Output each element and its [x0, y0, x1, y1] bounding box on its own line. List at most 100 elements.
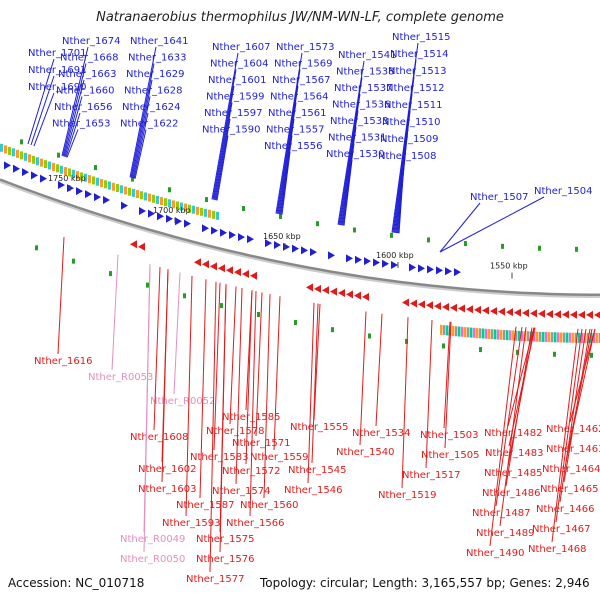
- function-category-segment: [192, 205, 195, 214]
- gene-label-reverse: Nther_1574: [212, 486, 270, 497]
- gene-leader-line: [216, 135, 229, 201]
- reverse-gene-arrow: [306, 283, 313, 292]
- gene-label-forward: Nther_1510: [382, 117, 440, 128]
- gene-leader-line: [153, 267, 161, 431]
- gene-label-forward: Nther_1597: [204, 108, 262, 119]
- gene-label-reverse: Nther_1534: [352, 428, 410, 439]
- forward-gene-arrow: [382, 259, 389, 268]
- reverse-gene-arrow: [202, 260, 209, 269]
- function-category-segment: [455, 326, 458, 337]
- gene-label-reverse: Nther_1463: [546, 444, 600, 455]
- function-category-segment: [44, 160, 47, 169]
- gene-leader-line: [277, 85, 299, 214]
- reverse-gene-arrow: [346, 290, 353, 299]
- function-category-segment: [120, 185, 123, 194]
- forward-gene-arrow: [13, 164, 20, 173]
- reverse-gene-arrow: [418, 300, 425, 309]
- function-category-segment: [160, 197, 163, 206]
- forward-gene-arrow: [202, 224, 209, 233]
- gene-label-forward: Nther_1633: [128, 53, 186, 64]
- function-category-segment: [545, 332, 548, 343]
- function-category-segment: [56, 164, 59, 173]
- gene-leader-line: [444, 321, 452, 449]
- reverse-gene-arrow: [354, 291, 361, 300]
- function-category-segment: [506, 330, 509, 341]
- forward-gene-arrow: [265, 239, 272, 248]
- gene-label-reverse: Nther_1585: [222, 412, 280, 423]
- function-category-segment: [470, 327, 473, 338]
- reverse-gene-arrow: [474, 305, 481, 314]
- reverse-gene-arrow: [466, 305, 473, 314]
- reverse-gene-arrow: [530, 309, 537, 318]
- gene-label-reverse: Nther_1608: [130, 432, 188, 443]
- forward-gene-arrow: [436, 266, 443, 275]
- gene-leader-line: [495, 326, 523, 507]
- gene-leader-line: [551, 328, 579, 543]
- gene-leader-line: [143, 264, 151, 553]
- function-category-segment: [144, 192, 147, 201]
- forward-gene-arrow: [238, 233, 245, 242]
- reverse-gene-arrow: [402, 298, 409, 307]
- function-category-segment: [168, 199, 171, 208]
- gene-leader-line: [401, 317, 409, 489]
- gene-leader-line: [209, 281, 217, 573]
- forward-gene-arrow: [355, 255, 362, 264]
- gene-leader-line: [57, 237, 65, 355]
- gene-leader-line: [439, 202, 481, 253]
- gene-label-reverse: Nther_1482: [484, 428, 542, 439]
- gene-label-forward: Nther_1536: [332, 100, 390, 111]
- function-category-segment: [140, 191, 143, 200]
- function-category-segment: [84, 173, 87, 182]
- gene-label-forward: Nther_1541: [338, 50, 396, 61]
- reverse-gene-arrow: [330, 287, 337, 296]
- forward-gene-arrow: [157, 212, 164, 221]
- function-category-segment: [590, 332, 593, 343]
- gene-label-reverse: Nther_1555: [290, 422, 348, 433]
- function-category-segment: [536, 331, 539, 342]
- reverse-gene-arrow: [554, 310, 561, 319]
- gene-leader-line: [213, 282, 221, 451]
- feature-marker: [257, 311, 260, 317]
- feature-marker: [427, 237, 430, 243]
- forward-gene-arrow: [283, 242, 290, 251]
- gene-label-reverse: Nther_1559: [250, 452, 308, 463]
- gene-label-reverse: Nther_1540: [336, 447, 394, 458]
- function-category-segment: [521, 331, 524, 342]
- function-category-segment: [100, 179, 103, 187]
- function-category-segment: [196, 206, 199, 215]
- gene-label-forward: Nther_1569: [274, 59, 332, 70]
- function-category-segment: [0, 143, 3, 152]
- gene-label-reverse: Nther_1468: [528, 544, 586, 555]
- forward-gene-arrow: [364, 257, 371, 266]
- gene-leader-line: [211, 52, 239, 200]
- function-category-segment: [188, 204, 191, 213]
- gene-label-forward: Nther_1641: [130, 36, 188, 47]
- feature-marker: [353, 227, 356, 233]
- forward-gene-arrow: [31, 171, 38, 180]
- function-category-segment: [485, 328, 488, 339]
- function-category-segment: [36, 157, 39, 166]
- gene-label-forward: Nther_1590: [202, 125, 260, 136]
- gene-label-reverse: Nther_1583: [190, 452, 248, 463]
- feature-marker: [553, 351, 556, 357]
- function-category-segment: [60, 165, 63, 174]
- reverse-gene-arrow: [194, 258, 201, 267]
- forward-gene-arrow: [85, 190, 92, 199]
- function-category-segment: [152, 194, 155, 203]
- forward-gene-arrow: [58, 180, 65, 189]
- reverse-gene-arrow: [138, 242, 145, 251]
- gene-leader-line: [311, 303, 319, 464]
- function-category-segment: [467, 327, 470, 338]
- function-category-segment: [560, 332, 563, 343]
- forward-gene-arrow: [454, 268, 461, 277]
- feature-marker: [405, 338, 408, 344]
- reverse-gene-arrow: [562, 310, 569, 319]
- gene-leader-line: [64, 96, 83, 157]
- gene-label-reverse: Nther_1489: [476, 528, 534, 539]
- forward-gene-arrow: [301, 246, 308, 255]
- forward-gene-arrow: [94, 193, 101, 202]
- function-category-segment: [32, 155, 35, 164]
- gene-leader-line: [214, 102, 233, 201]
- gene-label-forward: Nther_1513: [388, 66, 446, 77]
- forward-gene-arrow: [166, 214, 173, 223]
